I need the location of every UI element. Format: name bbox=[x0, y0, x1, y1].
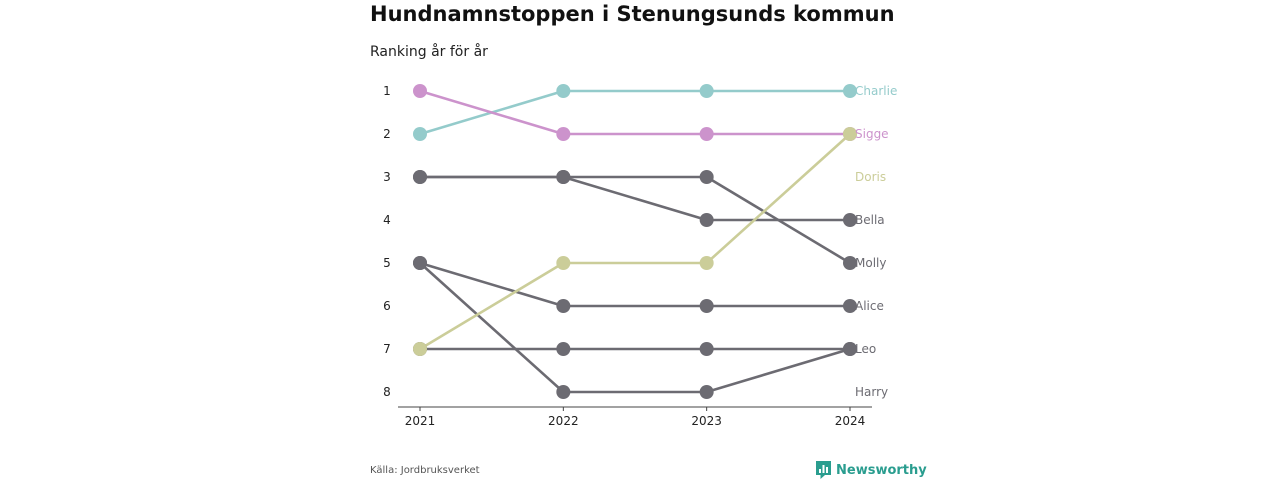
y-tick-label: 2 bbox=[383, 127, 391, 141]
series-line-harry bbox=[419, 262, 851, 394]
series-label-molly: Molly bbox=[855, 256, 886, 270]
series-point-alice bbox=[556, 299, 571, 313]
y-tick-label: 3 bbox=[383, 170, 391, 184]
series-label-alice: Alice bbox=[855, 299, 884, 313]
x-tick-label: 2021 bbox=[405, 414, 436, 428]
series-line-alice bbox=[419, 261, 850, 308]
series-label-leo: Leo bbox=[855, 342, 876, 356]
series-point-molly bbox=[699, 170, 714, 184]
series-label-bella: Bella bbox=[855, 213, 885, 227]
series-line-bella bbox=[420, 175, 850, 222]
series-point-bella bbox=[842, 213, 857, 227]
series-point-harry bbox=[556, 385, 571, 399]
series-point-leo bbox=[699, 342, 714, 356]
x-tick-label: 2024 bbox=[835, 414, 866, 428]
series-label-charlie: Charlie bbox=[855, 84, 897, 98]
y-tick-label: 6 bbox=[383, 299, 391, 313]
series-point-doris bbox=[842, 127, 857, 141]
series-point-sigge bbox=[556, 127, 571, 141]
series-point-sigge bbox=[413, 84, 427, 98]
series-point-molly bbox=[556, 170, 571, 184]
series-line-molly bbox=[420, 175, 851, 265]
series-point-harry bbox=[699, 385, 714, 399]
series-label-sigge: Sigge bbox=[855, 127, 889, 141]
series-line-doris bbox=[419, 133, 851, 351]
series-point-doris bbox=[556, 256, 571, 270]
series-point-alice bbox=[842, 299, 857, 313]
y-tick-label: 4 bbox=[383, 213, 391, 227]
series-label-harry: Harry bbox=[855, 385, 888, 399]
series-label-doris: Doris bbox=[855, 170, 886, 184]
series-point-molly bbox=[842, 256, 857, 270]
series-point-charlie bbox=[556, 84, 571, 98]
series-point-doris bbox=[699, 256, 714, 270]
x-tick-label: 2022 bbox=[548, 414, 579, 428]
chart-subtitle: Ranking år för år bbox=[370, 44, 488, 60]
brand-name: Newsworthy bbox=[836, 462, 927, 478]
series-point-charlie bbox=[699, 84, 714, 98]
y-tick-label: 5 bbox=[383, 256, 391, 270]
series-point-charlie bbox=[413, 127, 427, 141]
series-point-doris bbox=[413, 342, 427, 356]
x-tick-label: 2023 bbox=[691, 414, 722, 428]
y-tick-label: 8 bbox=[383, 385, 391, 399]
series-line-charlie bbox=[419, 89, 850, 136]
chart-title: Hundnamnstoppen i Stenungsunds kommun bbox=[370, 2, 895, 26]
series-point-leo bbox=[556, 342, 571, 356]
series-point-harry bbox=[413, 256, 427, 270]
y-tick-label: 7 bbox=[383, 342, 391, 356]
series-point-charlie bbox=[842, 84, 857, 98]
bar-chart-logo-icon bbox=[816, 461, 831, 479]
y-tick-label: 1 bbox=[383, 84, 391, 98]
series-line-sigge bbox=[419, 89, 850, 136]
brand-logo[interactable]: Newsworthy bbox=[816, 461, 927, 479]
series-point-bella bbox=[699, 213, 714, 227]
series-point-harry bbox=[842, 342, 857, 356]
series-point-sigge bbox=[699, 127, 714, 141]
series-point-molly bbox=[413, 170, 427, 184]
series-point-alice bbox=[699, 299, 714, 313]
source-note: Källa: Jordbruksverket bbox=[370, 465, 480, 476]
